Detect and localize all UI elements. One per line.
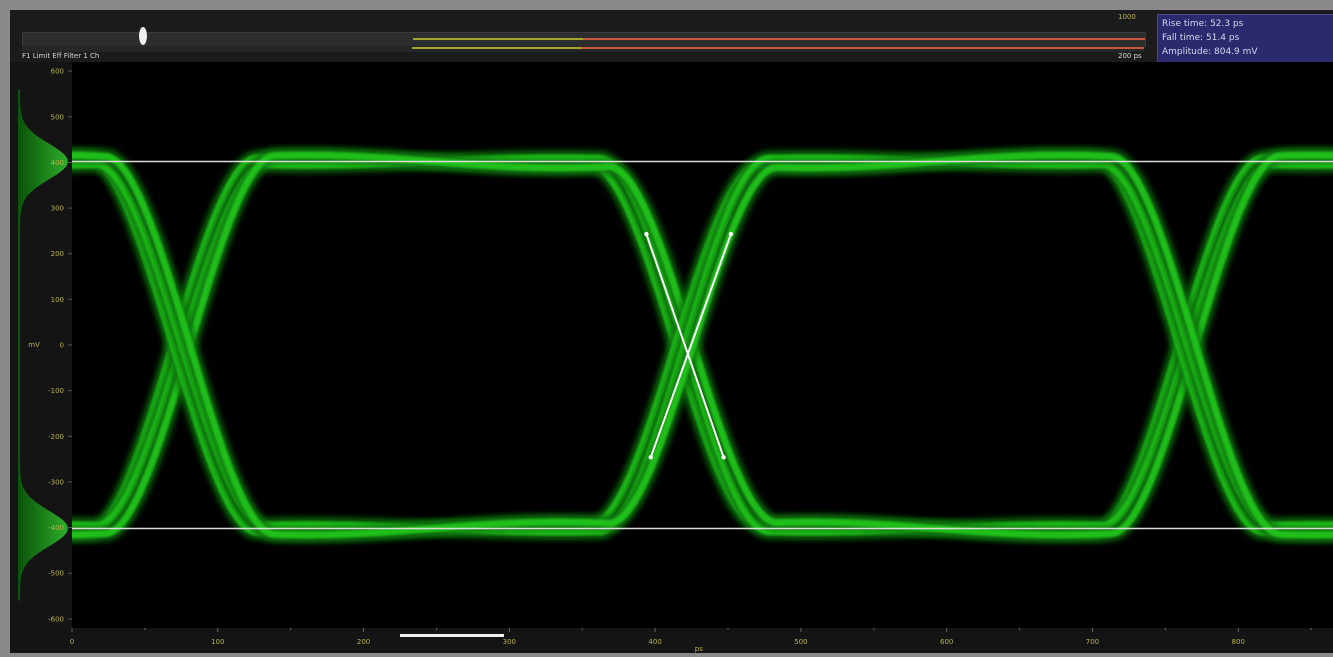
slider-segment-olive <box>412 47 582 49</box>
eye-trace <box>72 151 1333 539</box>
eye-diagram-window: 1000 F1 Limit Eff Filter 1 Ch 200 ps Ris… <box>10 10 1333 653</box>
slider-segment-red <box>583 38 1145 40</box>
x-tick-label: 100 <box>211 638 224 646</box>
eye-chart: 600 500 400 300 200 100 0 -100 -200 -300 -400 -500 -… <box>10 62 1333 653</box>
y-tick-label: -300 <box>48 478 64 486</box>
rise-time-readout: Rise time: 52.3 ps <box>1162 19 1244 29</box>
y-tick-label: 200 <box>51 250 64 258</box>
x-tick-label: 600 <box>940 638 953 646</box>
y-axis: 600 500 400 300 200 100 0 -100 -200 -300 -400 -500 -… <box>28 68 72 623</box>
y-tick-label: 400 <box>51 159 64 167</box>
slider-segment-red <box>582 47 1144 49</box>
time-unit-label: 200 ps <box>1118 52 1142 60</box>
histogram-shape <box>18 89 68 601</box>
eye-trace <box>72 151 1333 539</box>
y-tick-label: 300 <box>51 205 64 213</box>
y-tick-label: -500 <box>48 570 64 578</box>
y-tick-label: -600 <box>48 615 64 623</box>
amplitude-readout: Amplitude: 804.9 mV <box>1162 47 1258 57</box>
x-tick-label: 300 <box>503 638 516 646</box>
transition-marker-line <box>645 233 725 458</box>
y-tick-label: 500 <box>51 113 64 121</box>
transition-marker-line <box>649 233 732 458</box>
slider-segment-olive <box>413 38 583 40</box>
fall-time-readout: Fall time: 51.4 ps <box>1162 33 1240 43</box>
x-tick-label: 200 <box>357 638 370 646</box>
marker-endpoint <box>644 231 649 237</box>
x-tick-label: 800 <box>1232 638 1245 646</box>
horizontal-scroll-handle[interactable] <box>400 634 504 637</box>
y-tick-label: -200 <box>48 433 64 441</box>
x-axis: 0 100 200 300 400 500 600 700 800 ps <box>70 628 1312 653</box>
time-scale-bar: 1000 F1 Limit Eff Filter 1 Ch 200 ps Ris… <box>10 10 1333 64</box>
x-tick-label: 700 <box>1086 638 1099 646</box>
y-axis-title: mV <box>28 341 40 349</box>
measurement-panel: Rise time: 52.3 ps Fall time: 51.4 ps Am… <box>1157 14 1333 64</box>
range-slider-track[interactable] <box>22 46 1144 52</box>
x-tick-label: 400 <box>648 638 661 646</box>
plot-area: 600 500 400 300 200 100 0 -100 -200 -300 -400 -500 -… <box>10 62 1333 653</box>
slider-handle[interactable] <box>139 27 147 45</box>
marker-overlays <box>72 160 1333 530</box>
channel-label: F1 Limit Eff Filter 1 Ch <box>22 52 100 60</box>
vertical-histogram <box>18 89 68 601</box>
scale-tick-label: 1000 <box>1118 13 1136 21</box>
x-tick-label: 500 <box>794 638 807 646</box>
y-tick-label: 100 <box>51 296 64 304</box>
marker-endpoint <box>728 231 734 237</box>
y-tick-label: -400 <box>48 524 64 532</box>
y-tick-label: -100 <box>48 387 64 395</box>
y-tick-label: 0 <box>60 342 64 350</box>
marker-endpoint <box>721 455 726 460</box>
y-tick-label: 600 <box>51 68 64 76</box>
marker-endpoint <box>648 455 653 460</box>
x-axis-title: ps <box>695 645 703 653</box>
position-slider-track[interactable] <box>22 32 1146 47</box>
x-tick-label: 0 <box>70 638 74 646</box>
